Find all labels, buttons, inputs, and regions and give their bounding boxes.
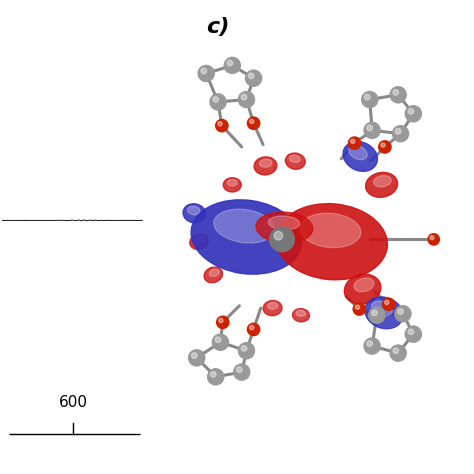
Circle shape — [364, 338, 380, 354]
Circle shape — [247, 323, 260, 336]
Ellipse shape — [191, 200, 302, 274]
Circle shape — [405, 106, 421, 122]
Circle shape — [246, 70, 262, 86]
Circle shape — [247, 117, 260, 129]
Circle shape — [227, 60, 233, 66]
Circle shape — [393, 348, 399, 354]
Ellipse shape — [300, 213, 361, 247]
Circle shape — [372, 310, 377, 316]
Ellipse shape — [263, 301, 282, 316]
Circle shape — [210, 372, 216, 377]
Ellipse shape — [183, 204, 206, 223]
Circle shape — [215, 337, 221, 343]
Circle shape — [365, 94, 370, 100]
Ellipse shape — [365, 173, 398, 197]
Ellipse shape — [289, 155, 300, 163]
Ellipse shape — [344, 274, 381, 304]
Circle shape — [398, 309, 403, 314]
Circle shape — [216, 119, 228, 132]
Ellipse shape — [209, 269, 219, 276]
Ellipse shape — [228, 180, 237, 186]
Ellipse shape — [296, 310, 305, 316]
Circle shape — [385, 301, 389, 305]
Circle shape — [270, 227, 294, 252]
Circle shape — [353, 303, 365, 315]
Circle shape — [408, 329, 414, 335]
Circle shape — [250, 326, 254, 330]
Ellipse shape — [223, 178, 241, 192]
Circle shape — [219, 319, 223, 323]
Circle shape — [393, 90, 399, 95]
Circle shape — [369, 307, 385, 323]
Circle shape — [238, 91, 255, 108]
Ellipse shape — [190, 234, 209, 249]
Circle shape — [428, 234, 439, 245]
Ellipse shape — [372, 301, 392, 316]
Circle shape — [201, 68, 207, 74]
Circle shape — [234, 364, 250, 380]
Circle shape — [395, 128, 401, 134]
Circle shape — [367, 341, 373, 346]
Ellipse shape — [256, 212, 313, 243]
Ellipse shape — [365, 297, 403, 329]
Circle shape — [208, 369, 224, 385]
Circle shape — [274, 231, 283, 240]
Circle shape — [189, 350, 205, 366]
Ellipse shape — [354, 278, 374, 292]
Ellipse shape — [268, 302, 278, 309]
Circle shape — [405, 326, 421, 342]
Circle shape — [367, 125, 373, 131]
Ellipse shape — [259, 159, 272, 167]
Ellipse shape — [188, 206, 200, 215]
Circle shape — [390, 87, 406, 103]
Circle shape — [191, 353, 197, 358]
Ellipse shape — [195, 236, 205, 243]
Circle shape — [210, 94, 226, 110]
Circle shape — [198, 65, 214, 82]
Ellipse shape — [254, 157, 277, 175]
Circle shape — [390, 345, 406, 361]
Circle shape — [408, 109, 414, 114]
Circle shape — [381, 143, 385, 147]
Circle shape — [248, 73, 254, 79]
Circle shape — [238, 343, 255, 359]
Circle shape — [392, 126, 409, 142]
Circle shape — [217, 316, 229, 328]
Circle shape — [212, 334, 228, 350]
Circle shape — [379, 141, 391, 153]
Circle shape — [241, 346, 247, 351]
Ellipse shape — [214, 209, 274, 243]
Circle shape — [348, 137, 361, 149]
Ellipse shape — [343, 142, 377, 171]
Circle shape — [430, 236, 434, 240]
Ellipse shape — [374, 175, 391, 187]
Ellipse shape — [285, 153, 305, 169]
Circle shape — [213, 97, 219, 102]
Circle shape — [395, 306, 411, 322]
Circle shape — [224, 57, 240, 73]
Text: 600: 600 — [59, 395, 88, 410]
Ellipse shape — [292, 309, 310, 322]
Circle shape — [351, 139, 355, 144]
Circle shape — [383, 298, 395, 310]
Circle shape — [241, 94, 247, 100]
Circle shape — [250, 119, 254, 124]
Circle shape — [364, 122, 380, 138]
Ellipse shape — [204, 267, 223, 283]
Circle shape — [237, 367, 242, 373]
Circle shape — [218, 122, 222, 126]
Ellipse shape — [349, 146, 367, 160]
Circle shape — [356, 305, 360, 310]
Circle shape — [362, 91, 378, 108]
Ellipse shape — [268, 216, 300, 230]
Text: c): c) — [206, 17, 229, 36]
Ellipse shape — [276, 204, 387, 280]
